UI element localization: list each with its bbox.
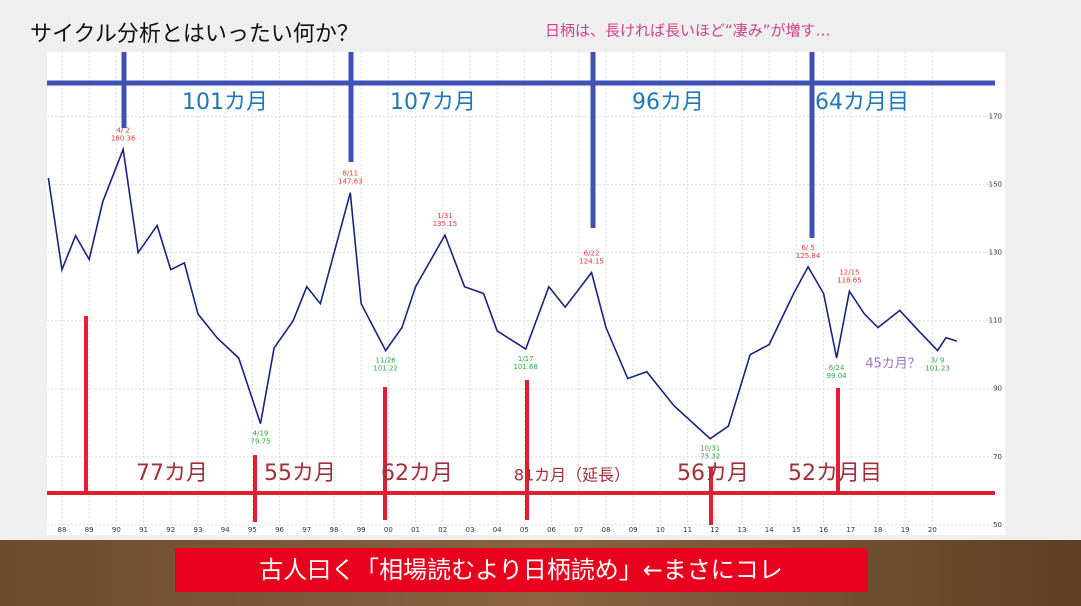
x-tick-label: 12 <box>710 526 719 534</box>
annotation-date: 6/24 <box>829 364 845 372</box>
x-tick-label: 90 <box>112 526 121 534</box>
x-tick-label: 92 <box>166 526 175 534</box>
y-tick-label: 110 <box>989 317 1002 325</box>
annotation-date: 4/19 <box>253 430 269 438</box>
x-tick-label: 00 <box>384 526 393 534</box>
cycle-label: 107カ月 <box>390 90 476 115</box>
annotation-date: 8/11 <box>342 170 358 178</box>
x-tick-label: 05 <box>520 526 529 534</box>
x-tick-label: 99 <box>357 526 366 534</box>
annotation-value: 135.15 <box>433 220 458 228</box>
price-line <box>47 146 958 440</box>
cycle-label: 52カ月目 <box>788 461 882 486</box>
x-tick-label: 14 <box>765 526 774 534</box>
x-tick-label: 16 <box>819 526 828 534</box>
y-tick-label: 130 <box>989 249 1002 257</box>
x-tick-label: 96 <box>275 526 284 534</box>
x-tick-label: 97 <box>302 526 311 534</box>
annotation-value: 124.15 <box>579 258 604 266</box>
x-tick-label: 09 <box>629 526 638 534</box>
annotation-date: 1/31 <box>437 212 453 220</box>
cycle-label: 81カ月（延長） <box>514 466 630 485</box>
x-tick-label: 19 <box>901 526 910 534</box>
annotation-date: 6/ 5 <box>801 244 815 252</box>
subtitle: 日柄は、長ければ長いほど“凄み”が増す… <box>545 22 831 40</box>
x-tick-label: 88 <box>57 526 66 534</box>
x-tick-label: 04 <box>493 526 502 534</box>
slide-title: サイクル分析とはいったい何か？ <box>30 22 359 47</box>
annotation-value: 125.84 <box>796 252 821 260</box>
y-tick-label: 70 <box>993 453 1002 461</box>
annotation-date: 12/15 <box>839 268 859 276</box>
x-tick-label: 17 <box>846 526 855 534</box>
y-tick-label: 170 <box>989 113 1002 121</box>
annotation-date: 6/22 <box>584 250 600 258</box>
annotation-date: 11/26 <box>376 357 397 365</box>
x-tick-label: 03 <box>466 526 475 534</box>
annotation-value: 147.63 <box>338 178 363 186</box>
x-tick-label: 91 <box>139 526 148 534</box>
note: 45カ月？ <box>865 357 921 372</box>
x-tick-label: 10 <box>656 526 665 534</box>
annotation-value: 75.32 <box>700 453 720 461</box>
annotation-date: 3/ 9 <box>931 357 945 365</box>
annotation-date: 10/31 <box>700 445 720 453</box>
annotation-value: 118.65 <box>837 276 862 284</box>
annotation-value: 99.04 <box>827 372 848 380</box>
annotation-value: 79.75 <box>251 438 271 446</box>
x-tick-label: 98 <box>330 526 339 534</box>
x-tick-label: 02 <box>438 526 447 534</box>
x-tick-label: 08 <box>602 526 611 534</box>
x-tick-label: 06 <box>547 526 556 534</box>
banner-text: 古人曰く「相場読むより日柄読め」←まさにコレ <box>259 556 783 584</box>
x-tick-label: 94 <box>221 526 230 534</box>
annotation-date: 4/ 2 <box>116 126 130 134</box>
y-tick-label: 90 <box>993 385 1002 393</box>
x-tick-label: 93 <box>194 526 203 534</box>
annotation-value: 101.22 <box>373 365 398 373</box>
cycle-label: 64カ月目 <box>815 90 909 115</box>
x-tick-label: 95 <box>248 526 257 534</box>
x-tick-label: 13 <box>738 526 747 534</box>
x-tick-label: 01 <box>411 526 420 534</box>
red-cycles <box>47 316 995 525</box>
cycle-label: 101カ月 <box>182 90 268 115</box>
y-tick-label: 150 <box>989 181 1002 189</box>
cycle-label: 62カ月 <box>381 461 453 486</box>
x-tick-label: 15 <box>792 526 801 534</box>
x-tick-label: 89 <box>85 526 94 534</box>
annotation-date: 1/17 <box>518 355 534 363</box>
banner <box>175 548 868 592</box>
annotation-value: 101.23 <box>925 365 950 373</box>
cycle-label: 96カ月 <box>632 90 704 115</box>
y-tick-label: 50 <box>993 521 1002 529</box>
annotation-value: 101.68 <box>513 363 538 371</box>
cycle-label: 55カ月 <box>264 461 336 486</box>
x-tick-label: 11 <box>683 526 692 534</box>
x-tick-label: 18 <box>874 526 883 534</box>
x-tick-label: 07 <box>574 526 583 534</box>
blue-cycles <box>47 52 995 238</box>
x-tick-label: 20 <box>928 526 937 534</box>
annotation-value: 160.36 <box>111 134 136 142</box>
cycle-label: 56カ月 <box>677 461 749 486</box>
cycle-label: 77カ月 <box>136 461 208 486</box>
